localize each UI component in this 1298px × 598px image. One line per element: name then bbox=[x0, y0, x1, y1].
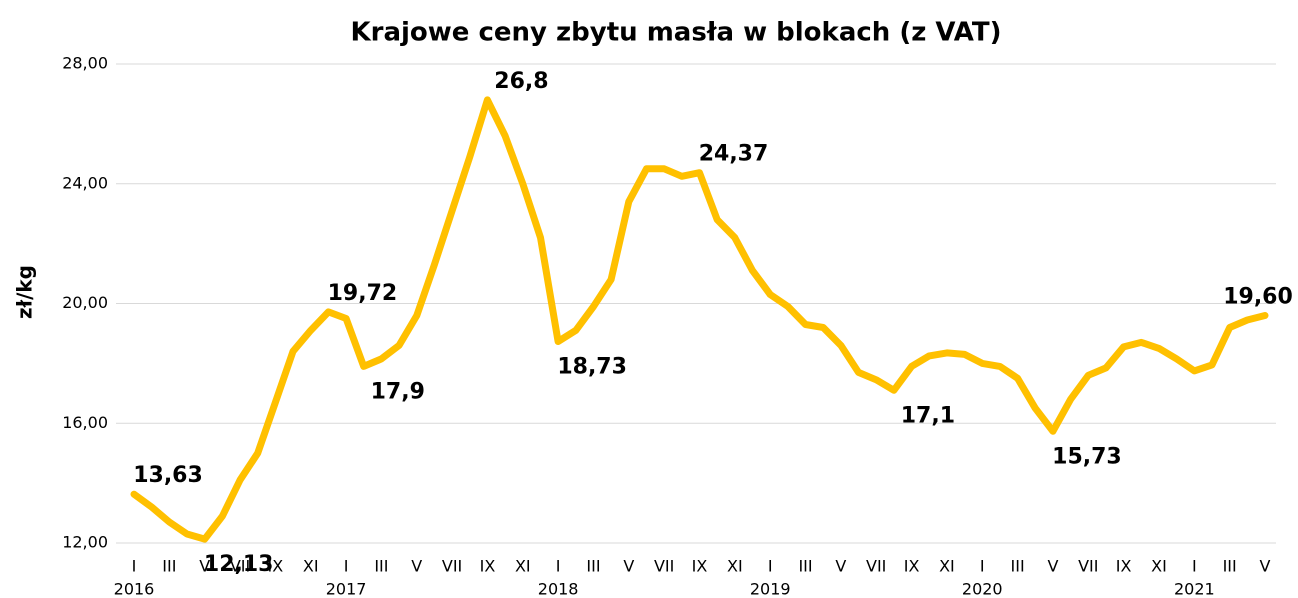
chart-title: Krajowe ceny zbytu masła w blokach (z VA… bbox=[350, 18, 1001, 48]
data-label: 19,72 bbox=[328, 281, 398, 306]
data-label: 17,9 bbox=[371, 379, 425, 404]
x-tick-label: I bbox=[556, 557, 561, 576]
x-tick-label: V bbox=[199, 557, 210, 576]
x-year-label: 2017 bbox=[326, 580, 367, 598]
x-tick-label: III bbox=[162, 557, 176, 576]
x-year-label: 2016 bbox=[114, 580, 155, 598]
x-tick-label: III bbox=[374, 557, 388, 576]
x-tick-label: XI bbox=[727, 557, 743, 576]
x-tick-label: I bbox=[768, 557, 773, 576]
data-label: 13,63 bbox=[133, 463, 203, 488]
x-tick-label: V bbox=[1260, 557, 1271, 576]
x-tick-label: XI bbox=[515, 557, 531, 576]
x-tick-label: I bbox=[980, 557, 985, 576]
data-line bbox=[130, 96, 1269, 543]
x-tick-label: IX bbox=[480, 557, 496, 576]
x-tick-label: IX bbox=[692, 557, 708, 576]
x-year-label: 2019 bbox=[750, 580, 791, 598]
y-tick-label: 24,00 bbox=[62, 173, 108, 192]
x-tick-label: I bbox=[344, 557, 349, 576]
x-year-label: 2021 bbox=[1174, 580, 1215, 598]
y-axis-label: zł/kg bbox=[13, 265, 37, 319]
x-tick-label: IX bbox=[904, 557, 920, 576]
y-tick-label: 28,00 bbox=[62, 54, 108, 73]
data-label: 18,73 bbox=[557, 355, 627, 380]
x-tick-label: XI bbox=[303, 557, 319, 576]
x-tick-label: IX bbox=[268, 557, 284, 576]
data-label: 12,13 bbox=[204, 552, 274, 577]
x-tick-label: VII bbox=[866, 557, 886, 576]
x-tick-label: V bbox=[411, 557, 422, 576]
x-tick-label: VII bbox=[230, 557, 250, 576]
x-tick-label: V bbox=[835, 557, 846, 576]
x-tick-label: VII bbox=[1078, 557, 1098, 576]
x-tick-label: III bbox=[1011, 557, 1025, 576]
x-tick-label: III bbox=[586, 557, 600, 576]
y-tick-label: 20,00 bbox=[62, 293, 108, 312]
data-label: 24,37 bbox=[699, 142, 769, 167]
data-label: 26,8 bbox=[494, 69, 548, 94]
y-tick-label: 16,00 bbox=[62, 413, 108, 432]
data-label: 17,1 bbox=[901, 403, 955, 428]
x-tick-label: V bbox=[1047, 557, 1058, 576]
data-label: 19,60 bbox=[1223, 284, 1293, 309]
x-tick-label: III bbox=[1223, 557, 1237, 576]
y-tick-label: 12,00 bbox=[62, 533, 108, 552]
x-tick-label: I bbox=[132, 557, 137, 576]
x-year-label: 2018 bbox=[538, 580, 579, 598]
x-tick-label: I bbox=[1192, 557, 1197, 576]
x-tick-label: V bbox=[623, 557, 634, 576]
x-tick-label: XI bbox=[1151, 557, 1167, 576]
x-tick-label: VII bbox=[654, 557, 674, 576]
x-tick-label: III bbox=[798, 557, 812, 576]
x-tick-label: IX bbox=[1116, 557, 1132, 576]
x-tick-label: XI bbox=[939, 557, 955, 576]
x-year-label: 2020 bbox=[962, 580, 1003, 598]
x-tick-label: VII bbox=[442, 557, 462, 576]
data-label: 15,73 bbox=[1052, 444, 1122, 469]
